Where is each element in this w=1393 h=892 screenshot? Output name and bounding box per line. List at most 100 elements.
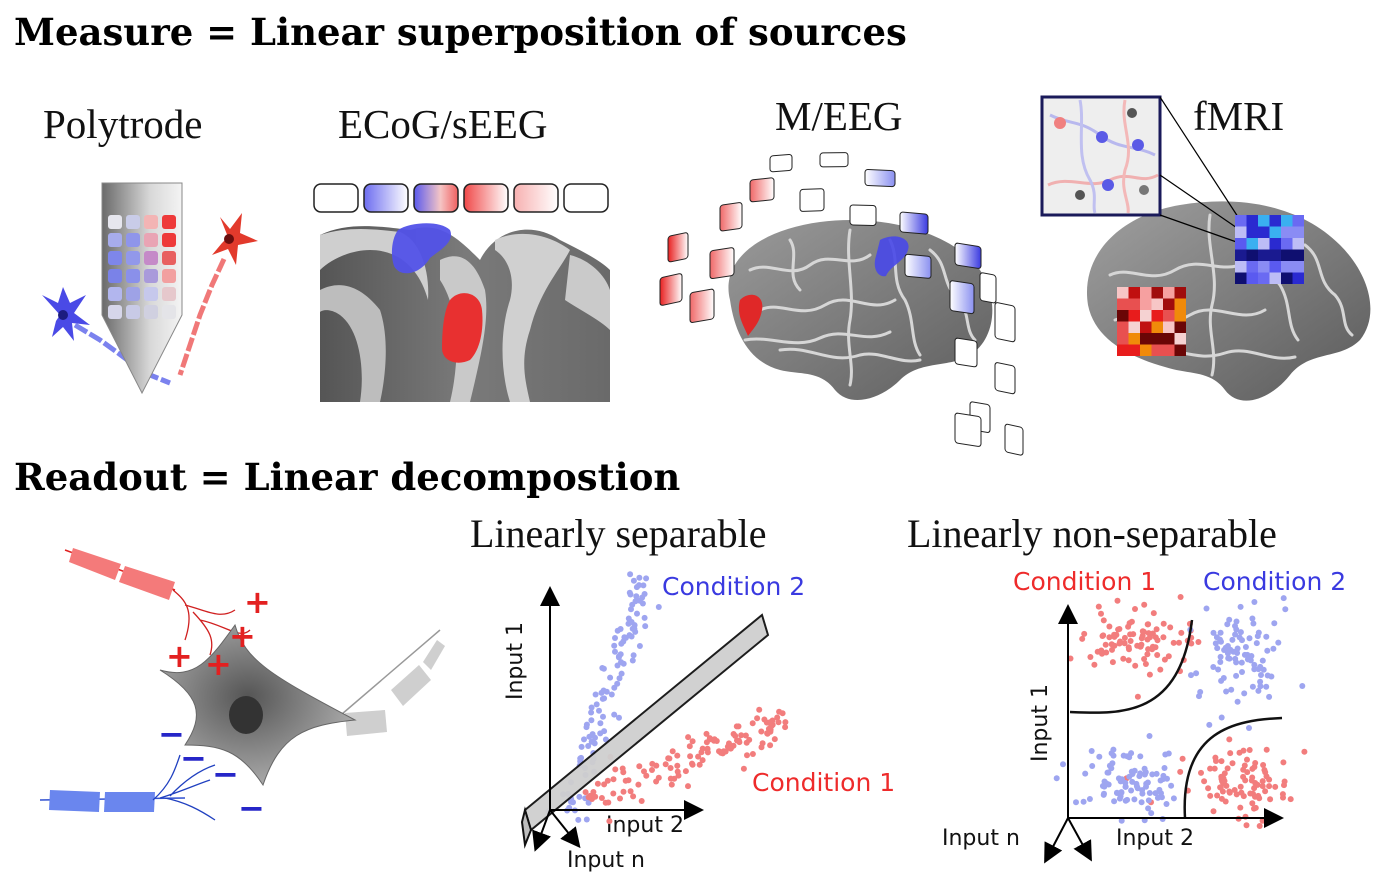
condition-1-point xyxy=(699,745,706,752)
condition-1-point xyxy=(1287,796,1294,803)
condition-1-point xyxy=(1249,774,1256,781)
condition-2-point xyxy=(1157,777,1164,784)
condition-2-point xyxy=(1118,817,1125,824)
nonseparable-scatter-plot xyxy=(1044,594,1308,864)
condition-1-point xyxy=(1226,789,1233,796)
fmri-voxel xyxy=(1235,238,1247,250)
condition-1-point xyxy=(761,716,768,723)
condition-1-point xyxy=(1160,620,1167,627)
condition-2-point xyxy=(1088,748,1095,754)
nonseparable-axis-n xyxy=(1044,817,1069,864)
fmri-voxel xyxy=(1128,287,1140,299)
condition-2-point xyxy=(1232,631,1239,638)
condition-1-point xyxy=(1132,606,1138,612)
condition-1-point xyxy=(1188,640,1195,647)
condition-1-point xyxy=(1081,630,1088,637)
condition-1-point xyxy=(1237,804,1244,811)
condition-1-point xyxy=(1141,601,1148,608)
fmri-voxel xyxy=(1174,321,1186,333)
excitatory-plus-sign: + xyxy=(229,617,256,655)
condition-1-point xyxy=(1113,631,1120,638)
condition-1-point xyxy=(1211,765,1218,772)
condition-2-point xyxy=(1193,670,1200,677)
condition-1-point xyxy=(617,795,623,802)
condition-2-point xyxy=(1146,733,1153,739)
condition-2-point xyxy=(1255,687,1262,694)
condition-1-point xyxy=(594,780,601,787)
condition-2-point xyxy=(1053,775,1060,782)
condition-1-point xyxy=(668,781,675,788)
condition-2-point xyxy=(581,736,587,743)
separable-axis-2-label: Input 2 xyxy=(606,813,684,838)
condition-1-point xyxy=(1141,656,1148,662)
condition-1-point xyxy=(738,732,745,739)
condition-2-point xyxy=(1148,810,1155,817)
condition-2-point xyxy=(1080,798,1087,805)
electrode-contact xyxy=(108,305,122,319)
condition-1-point xyxy=(606,818,613,825)
condition-2-point xyxy=(616,714,622,721)
nonseparable-title: Linearly non-separable xyxy=(907,511,1277,556)
condition-1-point xyxy=(605,799,612,806)
electrode-contact xyxy=(108,215,122,229)
condition-1-point xyxy=(1138,635,1145,642)
condition-1-point xyxy=(685,734,692,741)
excitatory-plus-sign: + xyxy=(244,583,271,621)
condition-1-point xyxy=(1176,639,1182,646)
fmri-voxel xyxy=(1281,249,1293,261)
condition-1-point xyxy=(582,789,589,796)
separable-condition-1-label: Condition 1 xyxy=(752,768,896,797)
fmri-voxel xyxy=(1117,344,1129,356)
condition-2-point xyxy=(1238,659,1245,666)
fmri-voxel xyxy=(1140,310,1152,322)
condition-1-point xyxy=(724,743,731,750)
condition-1-point xyxy=(767,742,774,749)
condition-1-point xyxy=(695,753,702,760)
condition-1-point xyxy=(707,736,714,743)
condition-1-point xyxy=(1244,756,1250,763)
condition-1-point xyxy=(1091,661,1098,668)
meeg-title: M/EEG xyxy=(775,93,903,139)
fmri-voxel xyxy=(1246,272,1258,284)
condition-1-point xyxy=(718,749,724,756)
condition-2-point xyxy=(1126,754,1133,761)
condition-1-point xyxy=(1223,782,1230,789)
condition-1-point xyxy=(749,751,756,757)
condition-2-point xyxy=(633,593,640,600)
condition-1-point xyxy=(1121,640,1128,647)
condition-2-point xyxy=(629,601,636,608)
condition-2-point xyxy=(1253,640,1260,647)
electrode-contact xyxy=(108,251,122,265)
fmri-voxel xyxy=(1235,215,1247,227)
electrode-contact xyxy=(126,305,140,319)
electrode-contact xyxy=(126,269,140,283)
fmri-voxel xyxy=(1292,215,1304,227)
condition-1-point xyxy=(1281,782,1287,789)
ecog-red-source xyxy=(442,293,483,363)
condition-2-point xyxy=(1119,776,1125,783)
meeg-sensor xyxy=(904,253,932,279)
polytrode-contacts xyxy=(108,215,176,319)
fmri-voxel xyxy=(1292,261,1304,273)
electrode-contact xyxy=(162,233,176,247)
electrode-contact xyxy=(162,287,176,301)
condition-1-point xyxy=(1177,768,1184,775)
condition-1-point xyxy=(1114,597,1121,604)
condition-1-point xyxy=(1251,764,1258,770)
condition-2-point xyxy=(1218,714,1225,721)
condition-2-point xyxy=(1233,626,1240,633)
condition-1-point xyxy=(1154,652,1161,658)
condition-2-point xyxy=(632,628,639,635)
fmri-voxel xyxy=(1174,298,1186,310)
condition-2-point xyxy=(612,648,618,655)
condition-2-point xyxy=(1223,688,1230,695)
condition-1-point xyxy=(782,724,789,731)
meeg-sensor xyxy=(667,232,689,263)
condition-1-point xyxy=(1149,646,1156,653)
condition-2-point xyxy=(589,731,596,738)
fmri-voxel xyxy=(1140,344,1152,356)
condition-1-point xyxy=(653,762,660,769)
meeg-sensor-array xyxy=(659,152,1024,456)
nonseparable-condition-1-label: Condition 1 xyxy=(1013,567,1157,596)
nonseparable-axis-n-label: Input n xyxy=(942,826,1020,851)
